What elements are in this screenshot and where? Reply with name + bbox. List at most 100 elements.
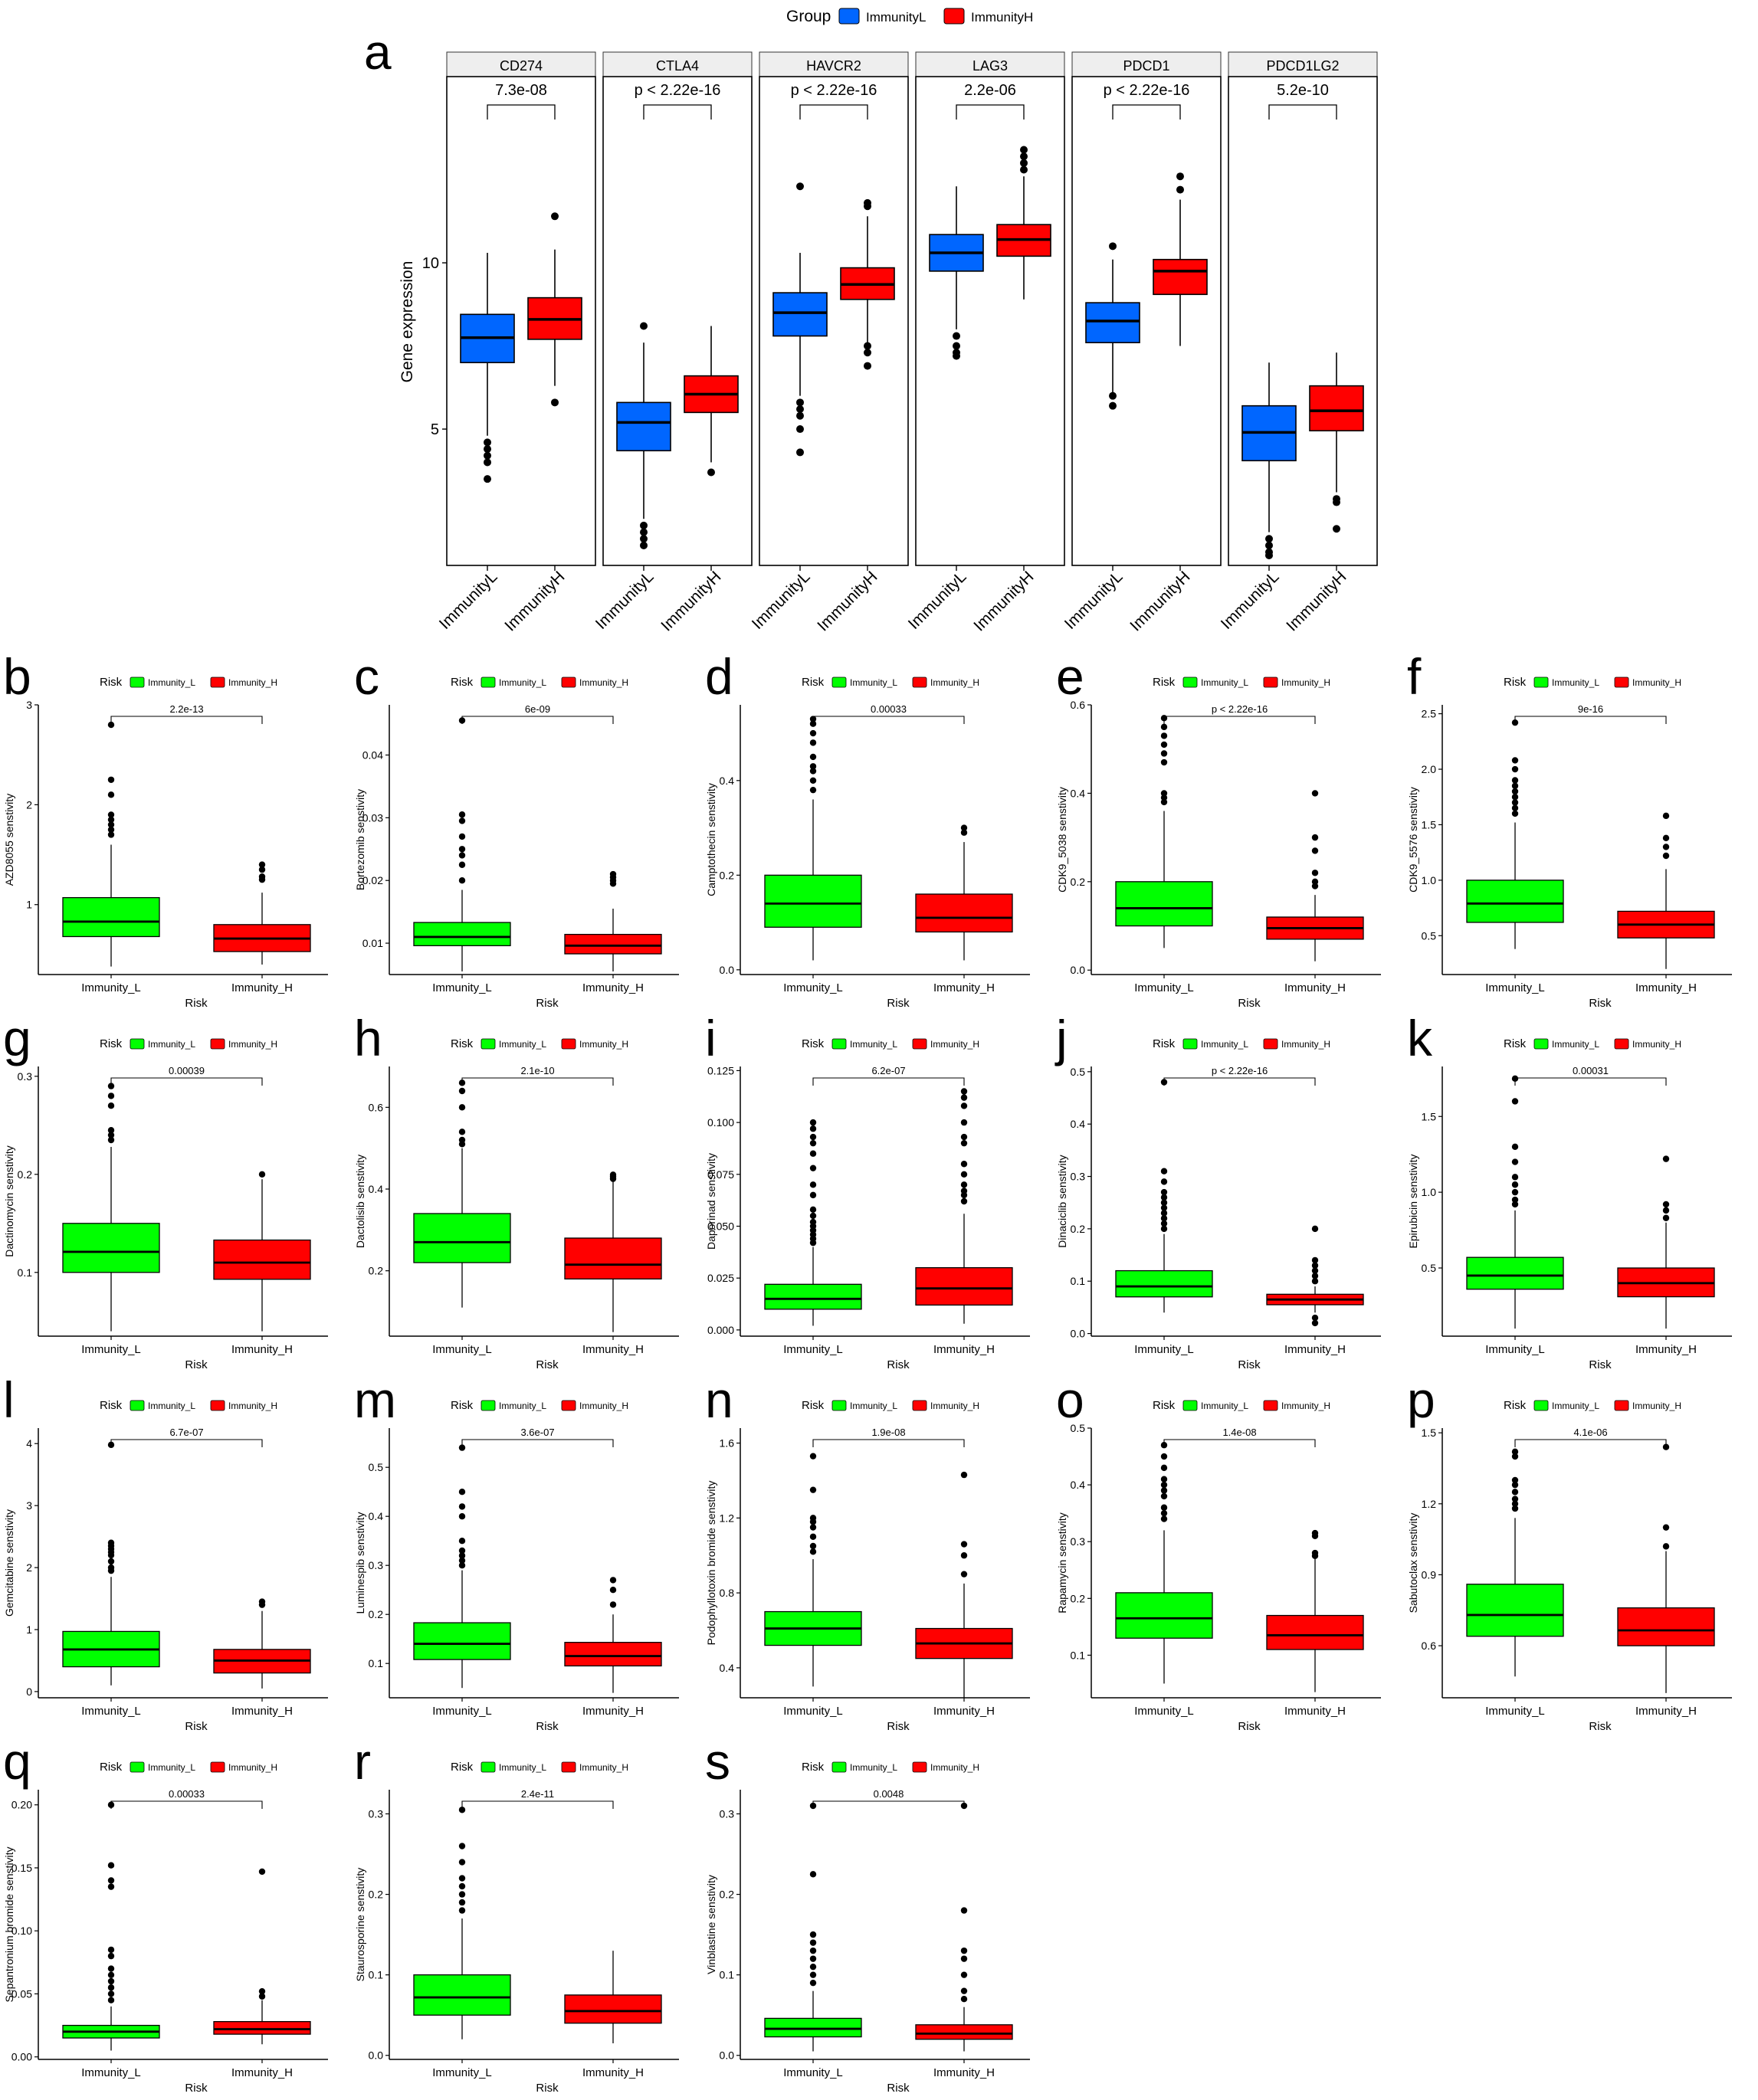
immunity-l-outlier — [458, 1444, 466, 1451]
immunity-l-outlier — [1160, 1509, 1168, 1517]
x-axis-label: Risk — [536, 997, 559, 1010]
y-tick-label: 3 — [26, 1499, 32, 1512]
x-tick-label: ImmunityL — [905, 568, 970, 633]
immunity-l-outlier — [809, 716, 817, 722]
legend-key-low — [831, 677, 847, 688]
y-tick-label: 0 — [26, 1686, 32, 1698]
immunity-h-outlier — [960, 1541, 968, 1548]
legend-title: Risk — [802, 1037, 825, 1050]
legend-key-high — [210, 677, 225, 688]
y-axis-label: Staurosporine senstivity — [354, 1868, 366, 1982]
panel-letter: l — [3, 1371, 15, 1428]
immunity-l-outlier — [809, 763, 817, 770]
immunity-l-outlier — [640, 521, 648, 529]
immunity-l-outlier — [1160, 1168, 1168, 1174]
facet-cd274: CD274 7.3e-08 ImmunityL ImmunityH — [436, 51, 596, 635]
p-value-label: p < 2.22e-16 — [791, 82, 877, 99]
immunity-l-outlier — [107, 1977, 115, 1985]
legend-label-low: Immunity_L — [499, 1762, 546, 1773]
panel-j: j Risk Immunity_L Immunity_H 0.0 0.1 0.2 0.3 0.4… — [1054, 1010, 1381, 1371]
legend-title: Risk — [451, 1399, 474, 1412]
immunity-h-outlier — [960, 1955, 968, 1962]
immunity-l-outlier — [1511, 765, 1519, 773]
panel-q: q Risk Immunity_L Immunity_H 0.00 0.05 0.10 0.1… — [3, 1733, 328, 2095]
immunity-l-outlier — [1160, 1442, 1168, 1449]
legend-label-low: ImmunityL — [866, 10, 926, 25]
legend-label-high: Immunity_H — [1632, 1401, 1681, 1411]
panel-letter: j — [1054, 1010, 1068, 1066]
immunity-l-outlier — [107, 1136, 115, 1144]
legend-label-high: Immunity_H — [228, 1762, 277, 1773]
immunity-l-outlier — [458, 1907, 466, 1914]
y-tick-label: 0.1 — [369, 1657, 384, 1669]
y-tick-label: 1.2 — [1422, 1498, 1437, 1510]
panel-p: p Risk Immunity_L Immunity_H 0.6 0.9 1.2 1.5 Sab… — [1407, 1371, 1732, 1733]
legend-title: Risk — [100, 1037, 123, 1050]
y-tick-label: 0.2 — [369, 1265, 384, 1277]
immunity-l-box — [413, 1213, 511, 1263]
y-tick-label: 0.0 — [720, 2049, 735, 2062]
immunity-h-box — [915, 2024, 1013, 2040]
immunity-l-outlier — [1160, 1079, 1168, 1086]
immunity-l-outlier — [484, 445, 491, 454]
immunity-h-outlier — [1662, 852, 1670, 860]
panel-r: r Risk Immunity_L Immunity_H 0.0 0.1 0.2 0.3 Sta… — [354, 1733, 679, 2095]
x-axis-label: Risk — [887, 1720, 910, 1733]
immunity-l-outlier — [107, 826, 115, 834]
immunity-h-box — [1266, 1614, 1364, 1650]
immunity-l-outlier — [107, 1990, 115, 1997]
immunity-l-outlier — [1511, 1505, 1519, 1512]
y-tick-label: 0.6 — [1422, 1640, 1437, 1652]
p-value-label: 2.2e-06 — [964, 82, 1016, 99]
immunity-h-outlier — [609, 1175, 617, 1182]
y-tick-label: 0.02 — [362, 874, 383, 886]
p-value-label: 7.3e-08 — [495, 82, 547, 99]
immunity-l-outlier — [107, 1127, 115, 1134]
y-tick-label: 0.3 — [369, 1559, 384, 1571]
immunity-l-outlier — [107, 1102, 115, 1109]
immunity-l-outlier — [796, 405, 804, 414]
y-tick-label: 0.05 — [11, 1987, 32, 2000]
immunity-l-outlier — [1160, 790, 1168, 797]
immunity-h-outlier — [1333, 525, 1340, 533]
immunity-h-outlier — [258, 866, 266, 873]
immunity-h-outlier — [960, 1191, 968, 1199]
immunity-l-outlier — [809, 1119, 817, 1126]
y-tick-label: 0.3 — [369, 1808, 384, 1820]
legend-key-high — [1614, 1400, 1629, 1411]
immunity-l-outlier — [458, 1513, 466, 1520]
immunity-h-outlier — [1662, 812, 1670, 820]
y-axis-label: Bortezomib senstivity — [354, 789, 366, 890]
immunity-l-outlier — [1160, 732, 1168, 739]
p-value-label: 2.4e-11 — [521, 1788, 554, 1800]
immunity-h-box — [564, 1994, 662, 2024]
facet-label: LAG3 — [972, 58, 1008, 74]
x-tick-label: Immunity_H — [1635, 1343, 1697, 1356]
y-tick-label: 0.1 — [720, 1969, 735, 1981]
y-axis-label: Gene expression — [399, 261, 416, 383]
immunity-l-outlier — [1511, 1489, 1519, 1496]
immunity-h-outlier — [1020, 165, 1028, 174]
facet-strip — [1228, 51, 1378, 77]
immunity-l-outlier — [1109, 401, 1117, 410]
immunity-l-outlier — [809, 1239, 817, 1247]
significance-bracket — [110, 1800, 263, 1809]
legend-key-low — [1182, 1038, 1198, 1050]
x-tick-label: Immunity_L — [783, 2066, 843, 2079]
legend-key-high — [210, 1761, 225, 1773]
immunity-l-outlier — [458, 1489, 466, 1496]
immunity-l-outlier — [107, 1558, 115, 1565]
immunity-l-outlier — [1160, 1504, 1168, 1511]
panel-c: c Risk Immunity_L Immunity_H 0.01 0.02 0.03 0.0… — [354, 648, 679, 1010]
immunity-h-outlier — [551, 398, 559, 407]
immunity-l-outlier — [1511, 777, 1519, 784]
legend-label-high: Immunity_H — [579, 677, 628, 688]
legend-label-low: Immunity_L — [850, 1762, 897, 1773]
legend-key-low — [831, 1038, 847, 1050]
immunity-l-box — [1085, 302, 1140, 344]
immunity-l-outlier — [458, 717, 466, 724]
immunity-l-outlier — [1511, 757, 1519, 764]
legend-key-low — [480, 1400, 496, 1411]
panel-k: k Risk Immunity_L Immunity_H 0.5 1.0 1.5 Epirub… — [1407, 1010, 1732, 1371]
